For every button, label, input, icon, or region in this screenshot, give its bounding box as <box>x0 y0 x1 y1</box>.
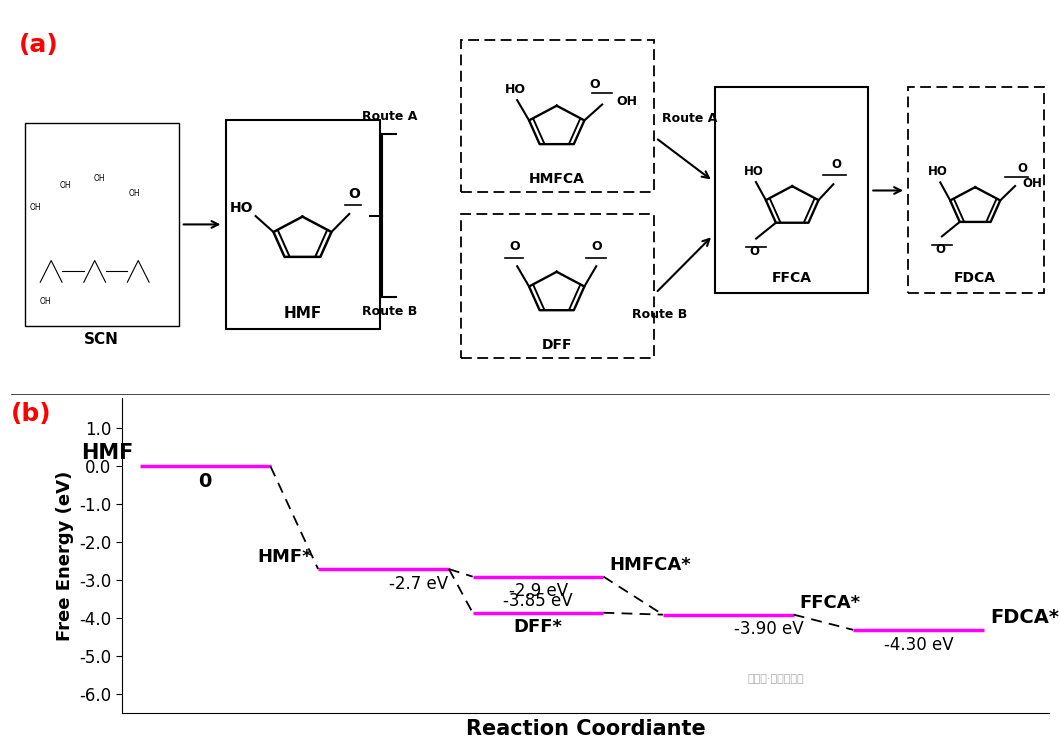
Text: Route B: Route B <box>361 305 417 318</box>
Text: FFCA*: FFCA* <box>799 593 861 611</box>
Text: HO: HO <box>929 165 949 178</box>
Text: Route A: Route A <box>661 112 717 125</box>
Text: O: O <box>831 158 842 170</box>
Text: Route B: Route B <box>632 309 687 321</box>
Text: -2.9 eV: -2.9 eV <box>509 582 568 600</box>
Text: Route A: Route A <box>361 110 418 122</box>
Text: OH: OH <box>59 181 71 190</box>
Text: (b): (b) <box>11 402 51 426</box>
Bar <box>908 87 1044 293</box>
X-axis label: Reaction Coordiante: Reaction Coordiante <box>465 719 706 739</box>
Text: 0: 0 <box>198 472 212 491</box>
Y-axis label: Free Energy (eV): Free Energy (eV) <box>56 471 74 641</box>
Text: HMF*: HMF* <box>258 548 312 566</box>
Text: HMF: HMF <box>283 306 321 321</box>
Bar <box>716 87 868 293</box>
Bar <box>461 41 654 192</box>
Bar <box>226 119 379 329</box>
Text: SCN: SCN <box>84 332 119 346</box>
Text: O: O <box>589 78 600 91</box>
Text: O: O <box>509 240 519 253</box>
Text: DFF: DFF <box>542 338 572 351</box>
Text: FDCA: FDCA <box>954 271 996 285</box>
Text: OH: OH <box>30 203 41 212</box>
Text: HMFCA*: HMFCA* <box>610 556 691 574</box>
Text: HO: HO <box>505 83 526 96</box>
Text: HMF: HMF <box>82 443 134 463</box>
Text: -3.85 eV: -3.85 eV <box>504 592 572 610</box>
Text: OH: OH <box>616 95 637 107</box>
Text: OH: OH <box>39 297 51 306</box>
Text: -4.30 eV: -4.30 eV <box>884 635 953 653</box>
Text: O: O <box>935 243 944 256</box>
Text: (a): (a) <box>18 33 58 57</box>
Text: FFCA: FFCA <box>772 271 812 285</box>
Text: O: O <box>590 240 602 253</box>
Bar <box>461 213 654 358</box>
Text: FDCA*: FDCA* <box>990 608 1059 627</box>
Text: O: O <box>1017 161 1027 174</box>
Bar <box>25 123 179 325</box>
Text: DFF*: DFF* <box>514 618 563 636</box>
Text: HO: HO <box>230 201 253 215</box>
Text: -3.90 eV: -3.90 eV <box>735 620 803 638</box>
Text: O: O <box>749 246 759 258</box>
Text: OH: OH <box>128 189 140 198</box>
Text: O: O <box>349 187 360 201</box>
Text: HMFCA: HMFCA <box>529 171 585 185</box>
Text: OH: OH <box>1022 177 1042 191</box>
Text: 公众号·石墨烯研究: 公众号·石墨烯研究 <box>747 674 805 684</box>
Text: -2.7 eV: -2.7 eV <box>389 575 448 593</box>
Text: OH: OH <box>94 174 105 183</box>
Text: HO: HO <box>744 165 764 178</box>
